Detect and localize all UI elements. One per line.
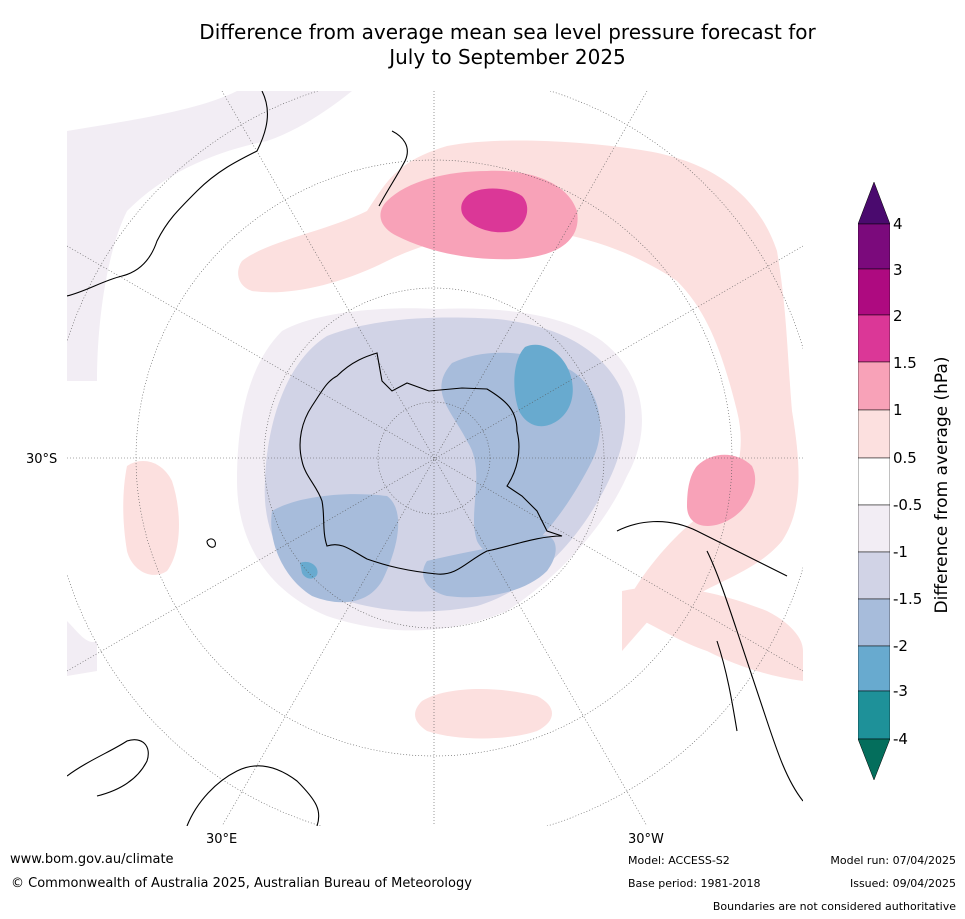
colorbar-bin-neg2-to-neg1.5 bbox=[858, 598, 890, 647]
colorbar-bin-neutral bbox=[858, 457, 890, 506]
colorbar-tick-neg1: -1 bbox=[893, 543, 908, 561]
colorbar-extend-top bbox=[858, 182, 890, 225]
colorbar-extend-bottom bbox=[858, 738, 890, 781]
antarctica-coastline bbox=[299, 352, 563, 575]
colorbar-tick-2: 2 bbox=[893, 307, 903, 325]
footer-boundaries-note: Boundaries are not considered authoritat… bbox=[712, 900, 956, 913]
anomaly-region-strong-negative-small bbox=[300, 561, 318, 579]
lat-label-30s: 30°S bbox=[26, 452, 58, 467]
colorbar-tick-3: 3 bbox=[893, 261, 903, 279]
footer-base-period: Base period: 1981-2018 bbox=[628, 877, 761, 890]
footer-url: www.bom.gov.au/climate bbox=[10, 852, 174, 867]
footer-model: Model: ACCESS-S2 bbox=[628, 854, 730, 867]
anomaly-region-light-negative-w bbox=[67, 621, 97, 676]
colorbar-tick-neg4: -4 bbox=[893, 730, 908, 748]
colorbar-bin-1-to-1.5 bbox=[858, 361, 890, 411]
australia-coastline bbox=[67, 91, 268, 297]
anomaly-region-moderate-negative-west bbox=[271, 494, 399, 603]
anomaly-region-pacific-positive-arc bbox=[238, 140, 799, 652]
colorbar-tick-1: 1 bbox=[893, 401, 903, 419]
lon-label-30w: 30°W bbox=[628, 832, 664, 847]
colorbar-label: Difference from average (hPa) bbox=[932, 356, 952, 614]
anomaly-region-light-negative-nw bbox=[67, 91, 352, 381]
colorbar-bin-neg1.5-to-neg1 bbox=[858, 551, 890, 600]
anomaly-region-south-africa-positive bbox=[415, 689, 552, 739]
colorbar-bin-2-to-3 bbox=[858, 268, 890, 316]
colorbar-tick-neg3: -3 bbox=[893, 682, 908, 700]
africa-coastline bbox=[67, 739, 320, 826]
colorbar bbox=[858, 182, 890, 781]
polar-map bbox=[67, 91, 803, 826]
colorbar-bin-neg4-to-neg3 bbox=[858, 690, 890, 740]
colorbar-tick-neg1.5: -1.5 bbox=[893, 590, 923, 608]
title-line-1: Difference from average mean sea level p… bbox=[199, 20, 816, 44]
south-america-coastline bbox=[616, 521, 803, 802]
lon-label-30e: 30°E bbox=[206, 832, 238, 847]
footer-model-run: Model run: 07/04/2025 bbox=[830, 854, 956, 867]
colorbar-bin-0.5-to-1 bbox=[858, 409, 890, 459]
anomaly-region-indian-ocean-positive bbox=[123, 461, 179, 575]
colorbar-bin-1.5-to-2 bbox=[858, 314, 890, 363]
colorbar-tick-0.5: 0.5 bbox=[893, 449, 917, 467]
chart-title: Difference from average mean sea level p… bbox=[120, 20, 895, 70]
footer-copyright: © Commonwealth of Australia 2025, Austra… bbox=[11, 876, 472, 891]
footer-issued: Issued: 09/04/2025 bbox=[849, 877, 956, 890]
anomaly-region-strong-positive bbox=[461, 188, 528, 233]
colorbar-bin-neg1-to-neg0.5 bbox=[858, 504, 890, 553]
anomaly-region-strong-negative bbox=[514, 344, 573, 427]
anomaly-region-moderate-negative-south bbox=[423, 535, 556, 598]
colorbar-tick-1.5: 1.5 bbox=[893, 354, 917, 372]
madagascar-coastline bbox=[206, 538, 216, 548]
colorbar-bin-neg3-to-neg2 bbox=[858, 645, 890, 692]
map-canvas bbox=[67, 91, 803, 826]
graticule bbox=[67, 91, 803, 826]
colorbar-tick-neg2: -2 bbox=[893, 637, 908, 655]
anomaly-region-chile-positive bbox=[687, 454, 756, 526]
anomaly-region-south-america-positive bbox=[622, 587, 803, 681]
colorbar-tick-neg0.5: -0.5 bbox=[893, 496, 923, 514]
colorbar-bin-3-to-4 bbox=[858, 223, 890, 270]
new-zealand-coastline bbox=[378, 130, 408, 207]
coastlines bbox=[67, 91, 803, 826]
colorbar-tick-4: 4 bbox=[893, 215, 903, 233]
title-line-2: July to September 2025 bbox=[389, 45, 626, 69]
